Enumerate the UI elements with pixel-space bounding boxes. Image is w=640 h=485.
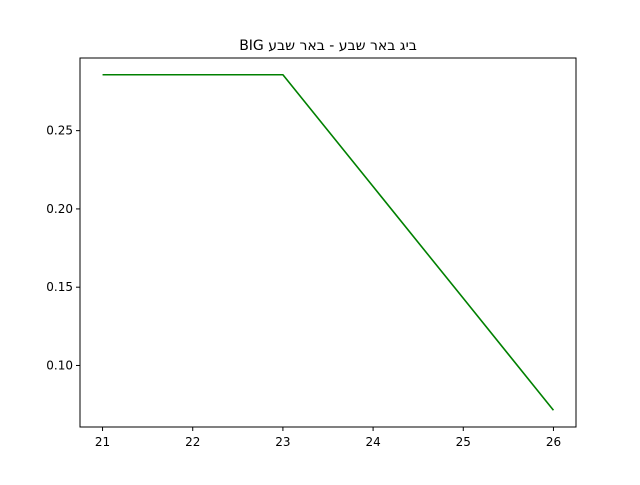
y-tick-label: 0.20 bbox=[46, 202, 73, 216]
series-line-0 bbox=[102, 73, 555, 411]
series-layer bbox=[102, 73, 555, 411]
y-tick-label: 0.25 bbox=[46, 124, 73, 138]
y-tick-label: 0.10 bbox=[46, 358, 73, 372]
x-axis-ticks: 21 22 23 24 25 26 bbox=[95, 427, 561, 449]
y-tick-label: 0.15 bbox=[46, 280, 73, 294]
y-axis-ticks: 0.10 0.15 0.20 0.25 bbox=[46, 124, 80, 372]
chart-title: BIG ביג באר שבע - באר שבע bbox=[239, 38, 417, 54]
x-tick-label: 22 bbox=[185, 435, 200, 449]
x-tick-label: 26 bbox=[546, 435, 561, 449]
x-tick-label: 21 bbox=[95, 435, 110, 449]
x-tick-label: 23 bbox=[275, 435, 290, 449]
x-tick-label: 24 bbox=[365, 435, 380, 449]
x-tick-label: 25 bbox=[456, 435, 471, 449]
plot-frame bbox=[79, 57, 577, 428]
